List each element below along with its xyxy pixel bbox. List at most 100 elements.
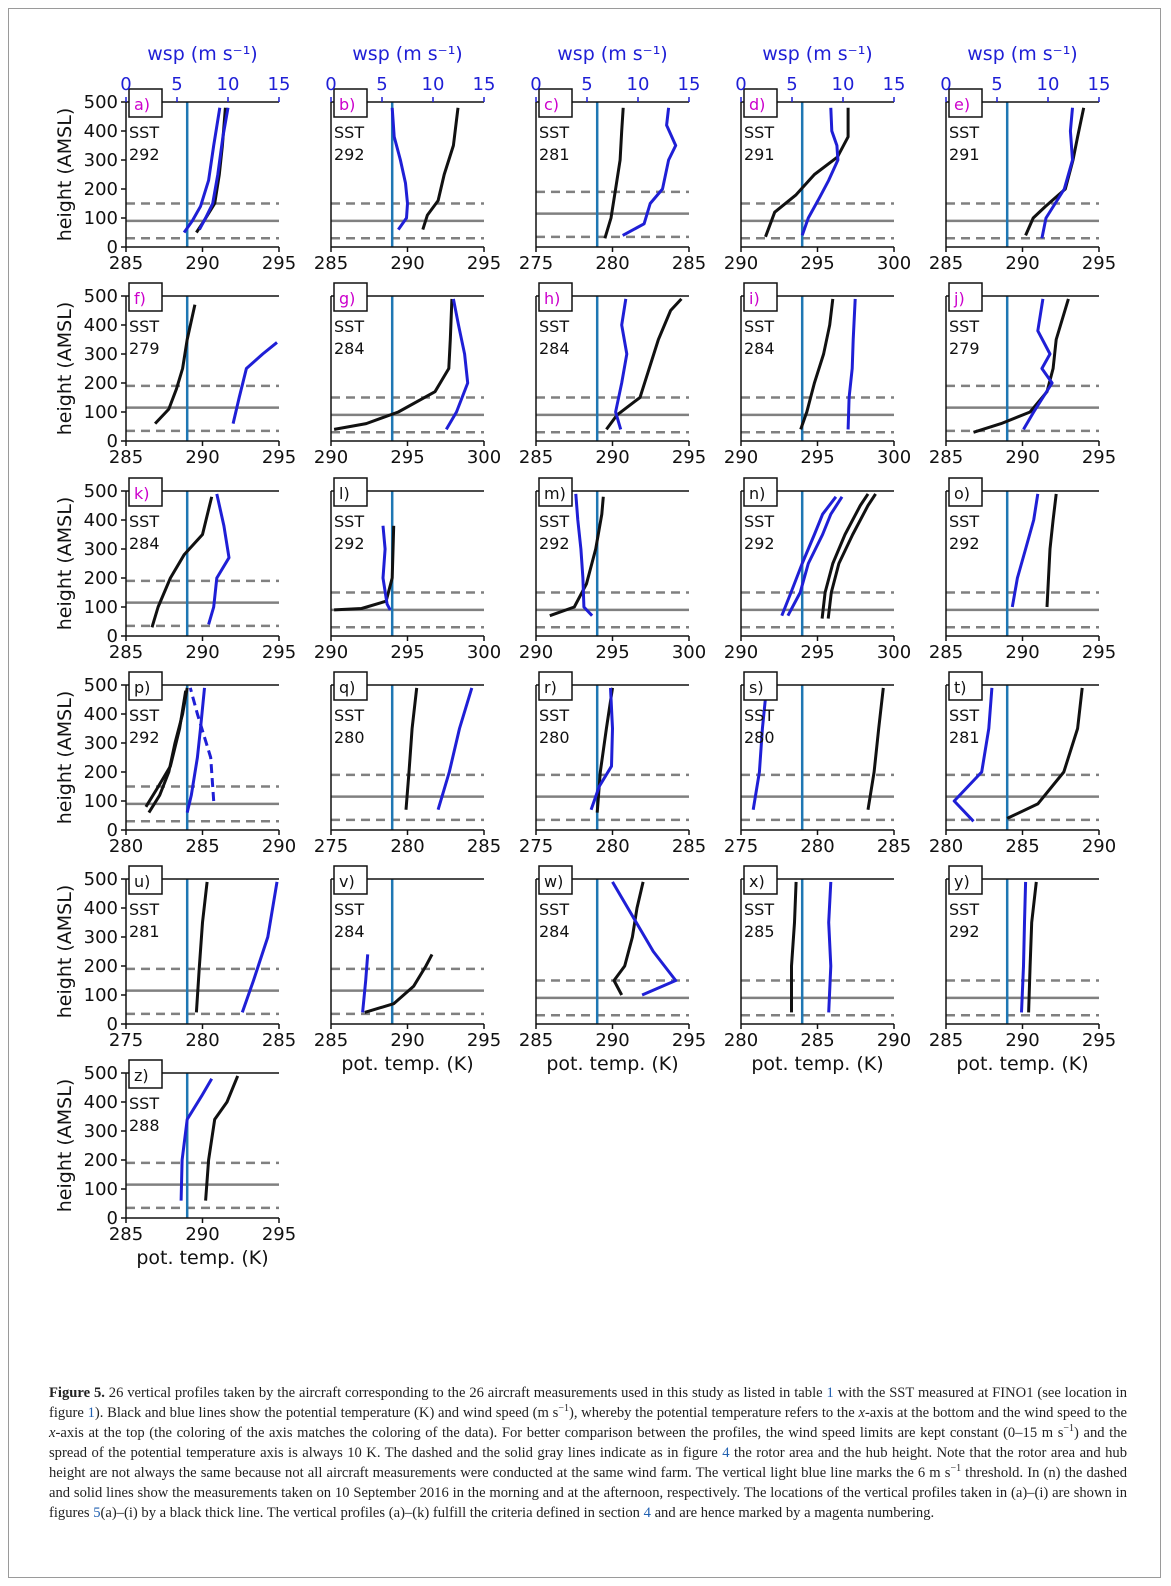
- x-tick-label: 280: [800, 836, 834, 857]
- wsp-tick-label: 15: [473, 74, 496, 95]
- temperature-profile: [333, 298, 454, 431]
- figure-ref-link[interactable]: 4: [722, 1444, 730, 1461]
- x-tick-label: 285: [929, 1030, 963, 1051]
- y-tick-label: 500: [84, 481, 118, 502]
- sst-label: SST: [949, 317, 979, 336]
- x-tick-label: 295: [262, 447, 296, 468]
- x-tick-label: 285: [314, 253, 348, 274]
- caption-text: and are hence marked by a magenta number…: [650, 1504, 935, 1521]
- y-tick-label: 300: [84, 539, 118, 560]
- sst-label: SST: [539, 900, 569, 919]
- x-tick-label: 280: [929, 836, 963, 857]
- panel-label: l): [339, 484, 350, 503]
- sst-label: SST: [129, 1094, 159, 1113]
- panel-k: k) SST 284 0 100 200 300 400 500 height (AMSL) 285…: [54, 477, 296, 663]
- sst-value: 280: [539, 728, 570, 747]
- y-tick-label: 400: [84, 704, 118, 725]
- figure-ref-link[interactable]: 1: [87, 1404, 95, 1421]
- temperature-profile: [1024, 107, 1086, 237]
- x-tick-label: 285: [929, 642, 963, 663]
- panel-label-box: [128, 282, 163, 312]
- x-tick-label: 290: [185, 447, 219, 468]
- y-tick-label: 500: [84, 1063, 118, 1084]
- y-tick-label: 400: [84, 510, 118, 531]
- wsp-tick-label: 5: [991, 74, 1002, 95]
- temperature-profile: [147, 687, 189, 814]
- temperature-profile: [194, 881, 209, 1013]
- wind-profile: [751, 687, 768, 810]
- x-tick-label: 295: [390, 642, 424, 663]
- wind-profile: [1022, 298, 1054, 431]
- wsp-tick-label: 0: [735, 74, 746, 95]
- x-axis-label: pot. temp. (K): [751, 1053, 883, 1075]
- temperature-profile: [1006, 687, 1084, 820]
- y-tick-label: 200: [84, 568, 118, 589]
- x-tick-label: 300: [877, 642, 911, 663]
- y-tick-label: 100: [84, 597, 118, 618]
- wsp-axis-label: wsp (m s⁻¹): [147, 43, 257, 65]
- x-tick-label: 295: [1082, 447, 1116, 468]
- panel-p: p) SST 292 0 100 200 300 400 500 height (AMSL) 280…: [54, 671, 296, 857]
- panel-label-box: [333, 477, 368, 507]
- panel-z: z) SST 288 0 100 200 300 400 500 height (AMSL) 285…: [54, 1059, 296, 1269]
- wsp-tick-label: 5: [786, 74, 797, 95]
- section-ref-link[interactable]: 4: [643, 1504, 651, 1521]
- sst-label: SST: [744, 512, 774, 531]
- x-tick-label: 275: [314, 836, 348, 857]
- panel-label-box: [128, 477, 163, 507]
- caption-text: -axis at the top (the coloring of the ax…: [55, 1424, 1064, 1441]
- x-tick-label: 285: [109, 642, 143, 663]
- x-tick-label: 300: [467, 642, 501, 663]
- temperature-profile: [549, 496, 605, 618]
- panel-label: y): [954, 872, 970, 891]
- sst-label: SST: [949, 706, 979, 725]
- panel-h: h) SST 284 285 290 295: [519, 282, 706, 468]
- sst-value: 284: [129, 534, 160, 553]
- x-tick-label: 295: [800, 642, 834, 663]
- wind-profile: [1040, 107, 1074, 239]
- y-tick-label: 200: [84, 179, 118, 200]
- x-tick-label: 285: [672, 836, 706, 857]
- y-tick-label: 0: [107, 626, 118, 647]
- wind-profile: [231, 341, 278, 424]
- sst-label: SST: [539, 706, 569, 725]
- temperature-profile: [826, 493, 877, 619]
- panel-n: n) SST 292 290 295 300: [724, 477, 911, 663]
- panel-label: n): [749, 484, 765, 503]
- figure-caption: Figure 5. 26 vertical profiles taken by …: [49, 1383, 1127, 1523]
- x-tick-label: 285: [800, 1030, 834, 1051]
- wind-profile: [179, 1078, 213, 1201]
- sst-label: SST: [539, 317, 569, 336]
- panel-u: u) SST 281 0 100 200 300 400 500 height (AMSL) 275…: [54, 865, 296, 1051]
- table-ref-link[interactable]: 1: [826, 1384, 834, 1401]
- panel-e: e) SST 291 285 290 295 0 5 10 15 wsp (m s⁻¹): [929, 43, 1116, 274]
- x-tick-label: 300: [672, 642, 706, 663]
- figure-ref-link[interactable]: 5: [93, 1504, 101, 1521]
- wind-profile-extra: [188, 687, 216, 802]
- sst-value: 284: [539, 922, 570, 941]
- wind-profile: [614, 298, 629, 430]
- wind-profile: [390, 107, 409, 231]
- panel-label-box: [333, 88, 368, 118]
- x-tick-label: 290: [595, 1030, 629, 1051]
- panel-label-box: [128, 865, 163, 895]
- caption-label: Figure 5.: [49, 1384, 105, 1401]
- panel-label-box: [538, 282, 573, 312]
- wsp-tick-label: 5: [171, 74, 182, 95]
- panel-label: x): [749, 872, 765, 891]
- x-tick-label: 290: [314, 447, 348, 468]
- panel-label: d): [749, 95, 765, 114]
- x-tick-label: 295: [262, 253, 296, 274]
- x-tick-label: 285: [519, 447, 553, 468]
- wind-profile: [436, 687, 474, 811]
- wind-profile: [1020, 881, 1028, 1013]
- y-tick-label: 200: [84, 373, 118, 394]
- x-tick-label: 295: [672, 447, 706, 468]
- sst-value: 292: [334, 145, 365, 164]
- caption-text: 26 vertical profiles taken by the aircra…: [104, 1384, 827, 1401]
- wsp-tick-label: 5: [581, 74, 592, 95]
- wsp-tick-label: 0: [530, 74, 541, 95]
- wsp-tick-label: 0: [325, 74, 336, 95]
